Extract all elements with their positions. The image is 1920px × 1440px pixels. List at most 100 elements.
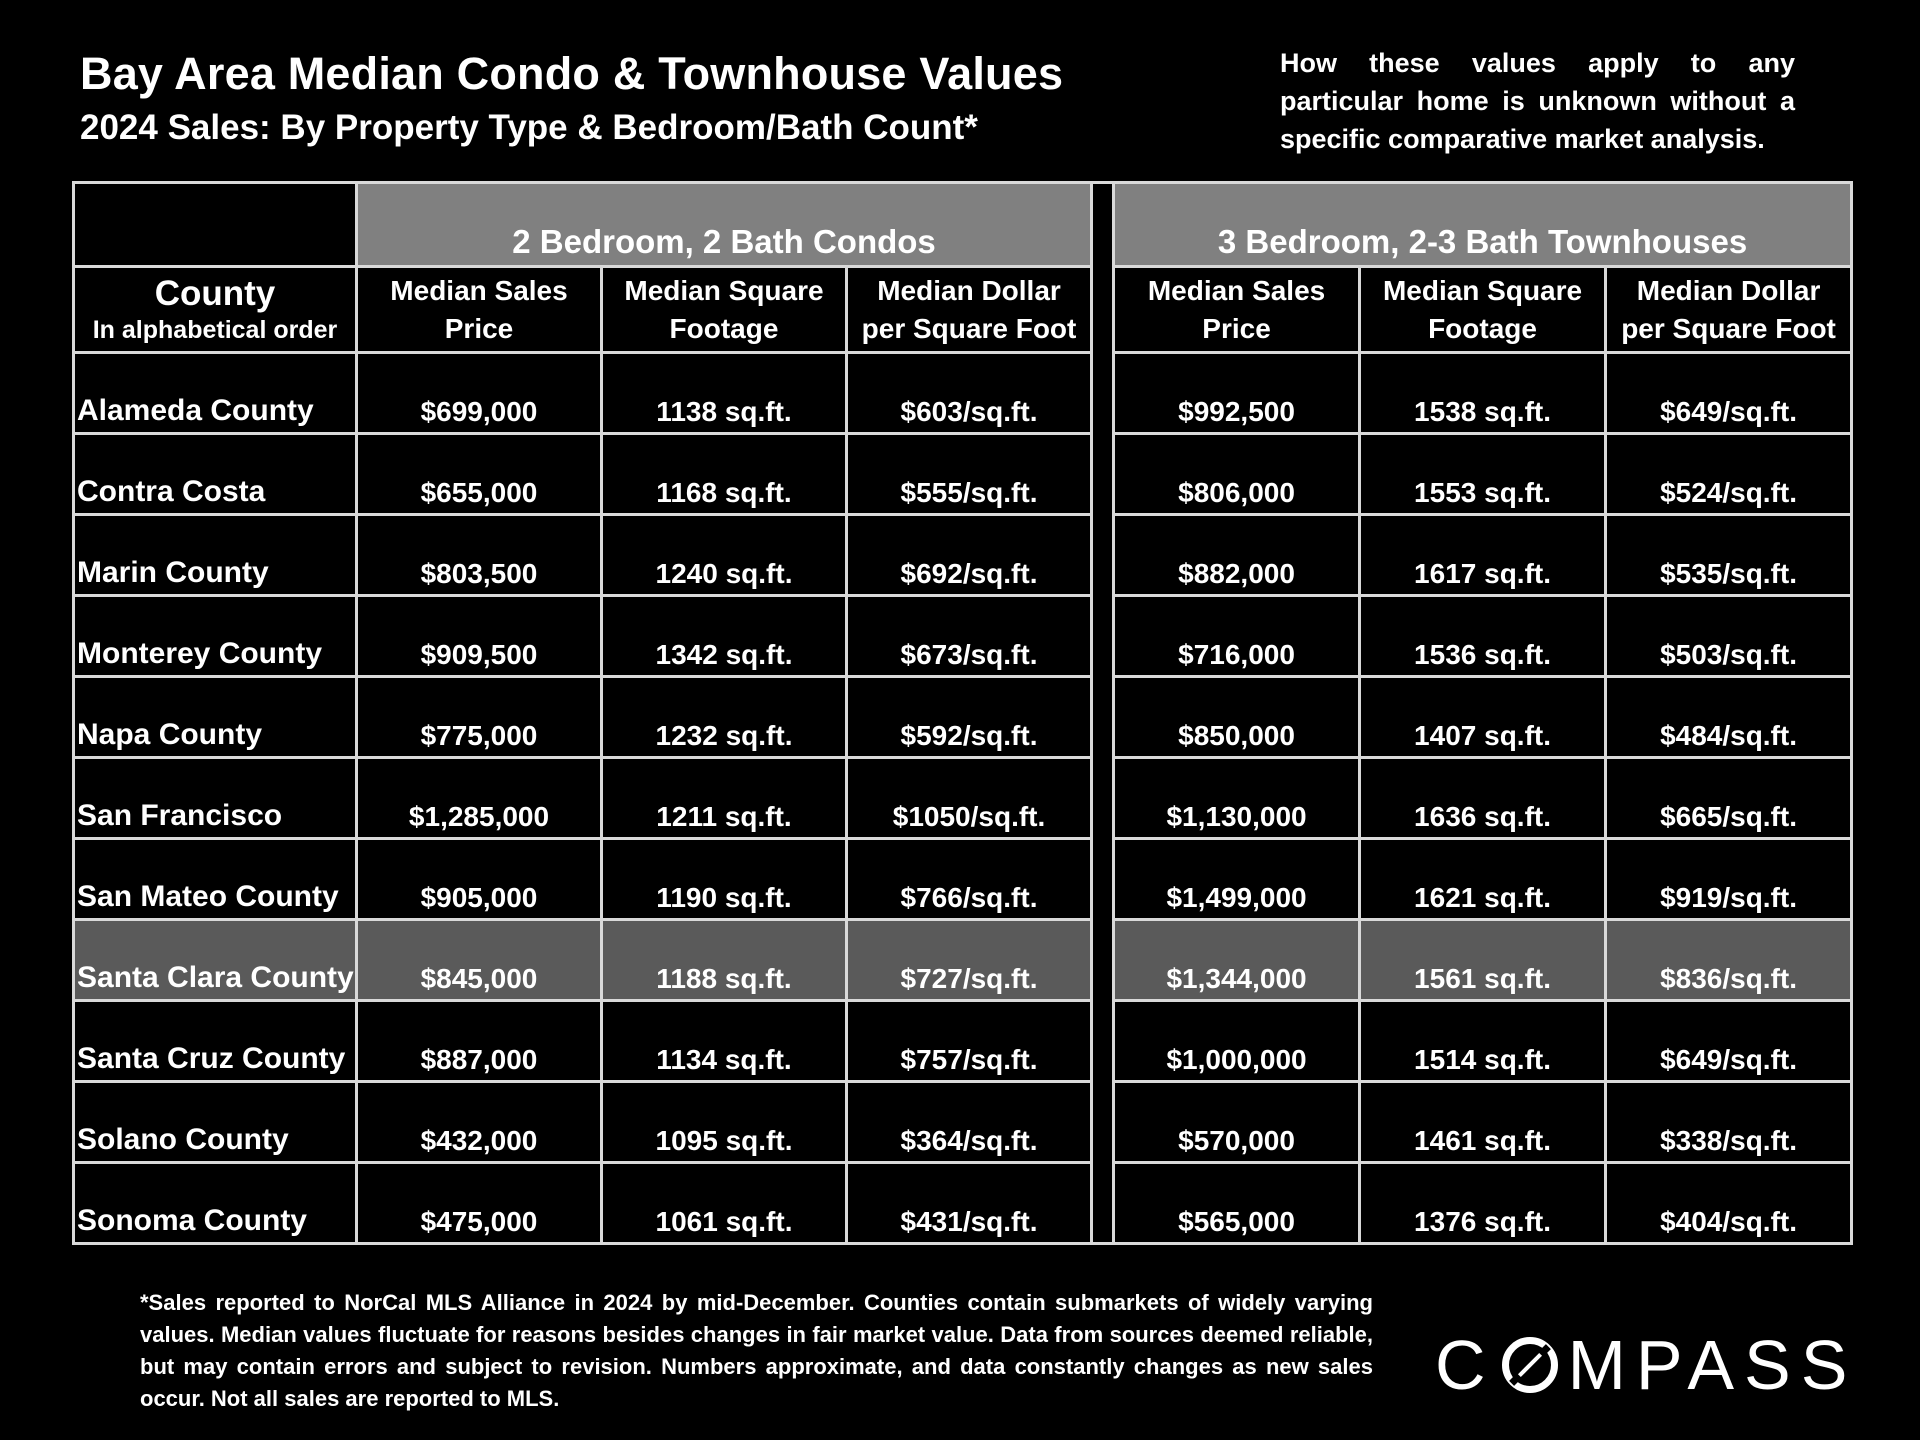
value-cell: $484/sq.ft. — [1604, 675, 1854, 759]
compass-logo: C MPASS — [1435, 1325, 1857, 1405]
value-cell: 1168 sq.ft. — [600, 432, 848, 516]
value-cell: $1,499,000 — [1112, 837, 1362, 921]
group-header-row: 2 Bedroom, 2 Bath Condos 3 Bedroom, 2-3 … — [72, 181, 1854, 1245]
column-header-3: Median Sales Price — [1112, 265, 1362, 354]
table-row: Contra Costa $655,000 1168 sq.ft. $555/sq.f… — [72, 432, 1854, 516]
value-cell: 1095 sq.ft. — [600, 1080, 848, 1164]
value-cell: $665/sq.ft. — [1604, 756, 1854, 840]
table-row: San Francisco $1,285,000 1211 sq.ft. $1050/… — [72, 756, 1854, 840]
value-cell: 1461 sq.ft. — [1358, 1080, 1608, 1164]
column-header-1: Median Square Footage — [600, 265, 848, 354]
value-cell: 1061 sq.ft. — [600, 1161, 848, 1245]
value-cell: $919/sq.ft. — [1604, 837, 1854, 921]
column-header-2: Median Dollar per Square Foot — [844, 265, 1094, 354]
county-name-cell: San Mateo County — [72, 837, 358, 921]
column-header-4: Median Square Footage — [1358, 265, 1608, 354]
value-cell: $850,000 — [1112, 675, 1362, 759]
county-name-cell: Marin County — [72, 513, 358, 597]
page-title: Bay Area Median Condo & Townhouse Values — [80, 48, 1064, 99]
table-row: Marin County $803,500 1240 sq.ft. $692/sq.f… — [72, 513, 1854, 597]
county-name-cell: Contra Costa — [72, 432, 358, 516]
footnote-text: *Sales reported to NorCal MLS Alliance i… — [140, 1290, 1373, 1411]
column-header-line: Footage — [669, 312, 779, 344]
table-row: Solano County $432,000 1095 sq.ft. $364/sq.… — [72, 1080, 1854, 1164]
value-cell: 1376 sq.ft. — [1358, 1161, 1608, 1245]
column-header-line: Median Square — [1382, 274, 1583, 306]
value-cell: $565,000 — [1112, 1161, 1362, 1245]
logo-letter-c: C — [1435, 1326, 1496, 1404]
county-name-cell: Santa Cruz County — [72, 999, 358, 1083]
value-cell: $905,000 — [355, 837, 603, 921]
value-cell: 1536 sq.ft. — [1358, 594, 1608, 678]
value-cell: 1190 sq.ft. — [600, 837, 848, 921]
value-cell: $845,000 — [355, 918, 603, 1002]
value-cell: 1188 sq.ft. — [600, 918, 848, 1002]
column-header-line: Price — [444, 312, 514, 344]
value-cell: 1538 sq.ft. — [1358, 351, 1608, 435]
county-name-cell: Napa County — [72, 675, 358, 759]
disclaimer-text: How these values apply to any particular… — [1280, 48, 1795, 154]
table-row: Monterey County $909,500 1342 sq.ft. $673/s… — [72, 594, 1854, 678]
table-row: San Mateo County $905,000 1190 sq.ft. $766/… — [72, 837, 1854, 921]
column-header-line: Median Dollar — [877, 274, 1061, 306]
value-cell: $1050/sq.ft. — [844, 756, 1094, 840]
value-cell: $1,344,000 — [1112, 918, 1362, 1002]
value-cell: $535/sq.ft. — [1604, 513, 1854, 597]
value-cell: $503/sq.ft. — [1604, 594, 1854, 678]
county-name-cell: Sonoma County — [72, 1161, 358, 1245]
value-cell: 1138 sq.ft. — [600, 351, 848, 435]
value-cell: 1134 sq.ft. — [600, 999, 848, 1083]
value-cell: 1342 sq.ft. — [600, 594, 848, 678]
value-cell: 1407 sq.ft. — [1358, 675, 1608, 759]
table-row: Santa Cruz County $887,000 1134 sq.ft. $757… — [72, 999, 1854, 1083]
column-header-line: Median Sales — [1147, 274, 1326, 306]
value-cell: 1240 sq.ft. — [600, 513, 848, 597]
value-cell: $655,000 — [355, 432, 603, 516]
value-cell: $673/sq.ft. — [844, 594, 1094, 678]
county-header-sublabel: In alphabetical order — [92, 315, 338, 344]
value-cell: 1561 sq.ft. — [1358, 918, 1608, 1002]
column-header-line: Median Square — [624, 274, 824, 306]
column-header-0: Median Sales Price — [355, 265, 603, 354]
value-cell: $555/sq.ft. — [844, 432, 1094, 516]
value-cell: $338/sq.ft. — [1604, 1080, 1854, 1164]
county-name-cell: Solano County — [72, 1080, 358, 1164]
column-header-line: Median Dollar — [1636, 274, 1821, 306]
column-header-row: County In alphabetical order Median Sale… — [72, 265, 1854, 354]
value-cell: $992,500 — [1112, 351, 1362, 435]
value-cell: $699,000 — [355, 351, 603, 435]
value-cell: $432,000 — [355, 1080, 603, 1164]
value-cell: 1514 sq.ft. — [1358, 999, 1608, 1083]
value-cell: $887,000 — [355, 999, 603, 1083]
column-header-5: Median Dollar per Square Foot — [1604, 265, 1854, 354]
value-cell: $775,000 — [355, 675, 603, 759]
county-name-cell: Monterey County — [72, 594, 358, 678]
value-cell: $1,130,000 — [1112, 756, 1362, 840]
column-header-line: Footage — [1428, 312, 1537, 344]
value-cell: $806,000 — [1112, 432, 1362, 516]
value-cell: $1,000,000 — [1112, 999, 1362, 1083]
value-cell: $649/sq.ft. — [1604, 351, 1854, 435]
value-cell: $364/sq.ft. — [844, 1080, 1094, 1164]
column-header-line: Price — [1202, 312, 1271, 344]
group-header-blank — [72, 181, 358, 268]
value-cell: $882,000 — [1112, 513, 1362, 597]
value-cell: $570,000 — [1112, 1080, 1362, 1164]
value-cell: $766/sq.ft. — [844, 837, 1094, 921]
value-cell: $524/sq.ft. — [1604, 432, 1854, 516]
group-header-condos: 2 Bedroom, 2 Bath Condos — [354, 181, 1094, 268]
group-header-townhouses: 3 Bedroom, 2-3 Bath Townhouses — [1112, 181, 1854, 268]
value-cell: $475,000 — [355, 1161, 603, 1245]
county-column-header: County In alphabetical order — [72, 265, 358, 354]
table-row: Sonoma County $475,000 1061 sq.ft. $431/sq.… — [72, 1161, 1854, 1245]
column-header-line: per Square Foot — [1621, 312, 1836, 344]
value-cell: $649/sq.ft. — [1604, 999, 1854, 1083]
value-cell: $836/sq.ft. — [1604, 918, 1854, 1002]
table-row: Alameda County $699,000 1138 sq.ft. $603/sq… — [72, 351, 1854, 435]
compass-o-icon — [1501, 1337, 1558, 1393]
column-header-line: Median Sales — [390, 274, 568, 306]
logo-letters-mpass: MPASS — [1567, 1326, 1858, 1404]
value-cell: $727/sq.ft. — [844, 918, 1094, 1002]
value-cell: $909,500 — [355, 594, 603, 678]
value-cell: $603/sq.ft. — [844, 351, 1094, 435]
